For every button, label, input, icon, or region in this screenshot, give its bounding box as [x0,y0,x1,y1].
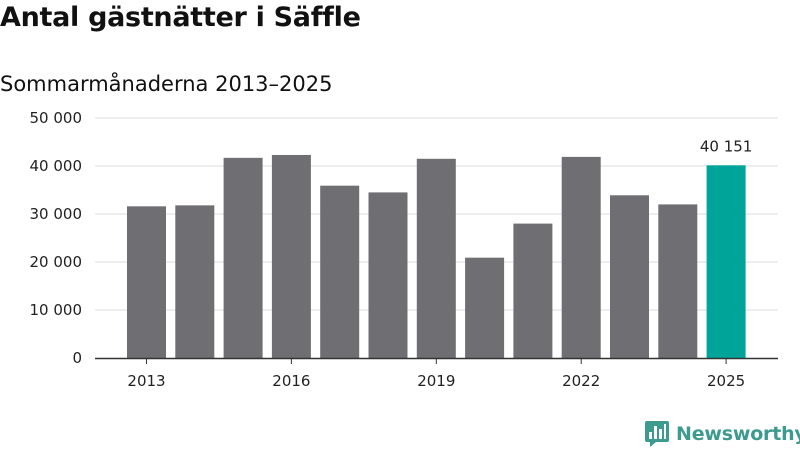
data-label: 40 151 [700,137,753,155]
bar-2025 [706,165,746,358]
bar-2023 [610,195,649,358]
bar-2021 [513,223,553,358]
bar-2013 [127,206,166,358]
x-tick-label: 2016 [272,372,310,390]
bar-2017 [320,185,360,358]
bar-chart-speech-icon [645,421,669,447]
bar-2018 [368,192,408,358]
bar-2016 [271,154,311,358]
bar-2019 [416,158,456,358]
y-tick-label: 20 000 [30,253,83,271]
newsworthy-logo: Newsworthy [644,420,800,448]
x-axis [95,357,778,364]
bar-2024 [658,204,698,358]
bar-2022 [561,156,601,358]
bar-2014 [175,205,215,358]
y-tick-label: 50 000 [30,109,83,127]
y-tick-label: 10 000 [30,301,83,319]
bar-2015 [223,157,263,358]
x-tick-label: 2022 [562,372,600,390]
bar-2020 [465,257,505,358]
chart-subtitle: Sommarmånaderna 2013–2025 [0,72,333,96]
chart-title: Antal gästnätter i Säffle [0,2,361,33]
y-tick-label: 40 000 [30,157,83,175]
labels: 0 10 000 20 000 30 000 40 000 50 000 2013 2016 2… [30,109,753,390]
y-tick-label: 30 000 [30,205,83,223]
x-tick-label: 2025 [707,372,745,390]
bars [127,154,746,358]
y-tick-label: 0 [72,349,82,367]
x-tick-label: 2013 [127,372,165,390]
x-tick-label: 2019 [417,372,455,390]
brand-name: Newsworthy [676,423,800,445]
